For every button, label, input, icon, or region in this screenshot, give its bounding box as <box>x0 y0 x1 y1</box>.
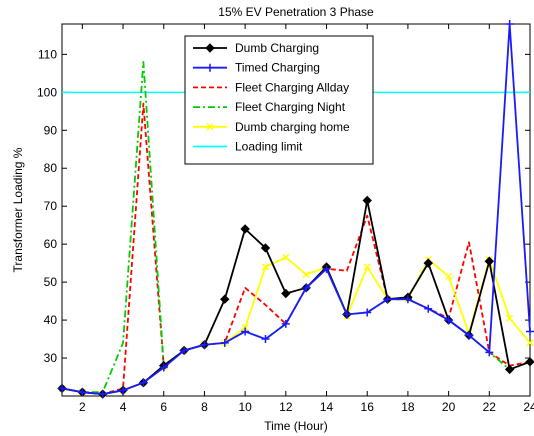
y-axis-label: Transformer Loading % <box>11 147 25 272</box>
data-point <box>423 258 433 268</box>
data-point <box>322 264 331 273</box>
data-point <box>485 348 494 357</box>
data-point <box>362 195 372 206</box>
x-axis-label: Time (Hour) <box>264 419 328 433</box>
data-point <box>504 364 515 375</box>
legend-label: Dumb charging home <box>235 120 350 134</box>
data-point <box>98 390 107 399</box>
data-point <box>342 310 351 319</box>
data-point <box>282 253 290 261</box>
legend-label: Fleet Charging Night <box>235 100 346 114</box>
legend-entry: Dumb charging home <box>193 120 350 134</box>
data-point <box>241 327 250 336</box>
legend-entry: Fleet Charging Allday <box>193 80 349 94</box>
legend-entry: Fleet Charging Night <box>193 100 346 114</box>
data-point <box>363 308 372 317</box>
x-tick-label: 6 <box>160 400 167 414</box>
data-point <box>281 288 291 299</box>
data-point <box>58 384 66 393</box>
data-point <box>383 295 392 304</box>
data-point <box>220 338 229 347</box>
x-tick-label: 24 <box>523 400 534 414</box>
data-point <box>302 283 311 292</box>
series-layer <box>57 20 534 399</box>
data-point <box>261 263 270 271</box>
data-point <box>240 224 250 234</box>
data-point <box>261 335 270 344</box>
data-point <box>302 271 310 279</box>
data-point <box>403 295 412 304</box>
data-point <box>525 357 534 367</box>
x-tick-label: 16 <box>361 400 375 414</box>
series-timed-charging <box>58 20 534 399</box>
x-tick-label: 10 <box>238 400 252 414</box>
y-tick-label: 90 <box>44 123 58 137</box>
data-point <box>205 43 215 53</box>
data-point <box>220 294 230 304</box>
chart-title: 15% EV Penetration 3 Phase <box>218 5 374 19</box>
data-point <box>444 316 453 325</box>
x-tick-label: 8 <box>201 400 208 414</box>
x-tick-label: 22 <box>483 400 497 414</box>
data-point <box>505 20 514 28</box>
data-point <box>119 386 128 395</box>
data-point <box>363 263 371 271</box>
y-tick-label: 60 <box>44 237 58 251</box>
data-point <box>139 378 148 387</box>
y-tick-label: 110 <box>38 47 57 61</box>
data-point <box>484 256 495 266</box>
legend-label: Fleet Charging Allday <box>235 80 349 94</box>
legend-label: Loading limit <box>235 140 303 154</box>
data-point <box>159 363 168 372</box>
legend-entry: Dumb Charging <box>193 41 319 55</box>
data-point <box>506 314 514 322</box>
x-tick-label: 18 <box>401 400 415 414</box>
legend: Dumb Charging Timed Charging Fleet Chargin… <box>184 35 374 165</box>
data-point <box>180 346 189 355</box>
data-point <box>260 243 271 253</box>
y-tick-label: 30 <box>44 351 58 365</box>
legend-box <box>184 35 374 165</box>
legend-entry: Timed Charging <box>193 61 320 75</box>
data-point <box>526 327 534 336</box>
data-point <box>78 388 87 397</box>
series-line <box>61 23 531 396</box>
x-tick-label: 14 <box>320 400 334 414</box>
x-tick-label: 12 <box>279 400 293 414</box>
data-point <box>464 331 473 340</box>
x-tick-label: 2 <box>79 400 86 414</box>
legend-label: Dumb Charging <box>235 41 319 55</box>
data-point <box>200 340 209 349</box>
y-tick-label: 100 <box>37 85 57 99</box>
data-point <box>424 304 433 313</box>
data-point <box>206 63 214 72</box>
data-point <box>445 272 453 280</box>
data-point <box>206 123 214 131</box>
y-tick-label: 40 <box>44 313 58 327</box>
legend-label: Timed Charging <box>235 61 320 75</box>
y-tick-label: 50 <box>44 275 58 289</box>
x-tick-label: 20 <box>442 400 456 414</box>
data-point <box>281 319 290 328</box>
legend-entry: Loading limit <box>193 140 303 154</box>
y-tick-label: 80 <box>44 161 58 175</box>
x-tick-label: 4 <box>120 400 127 414</box>
y-tick-label: 70 <box>44 199 58 213</box>
data-point <box>526 339 534 347</box>
